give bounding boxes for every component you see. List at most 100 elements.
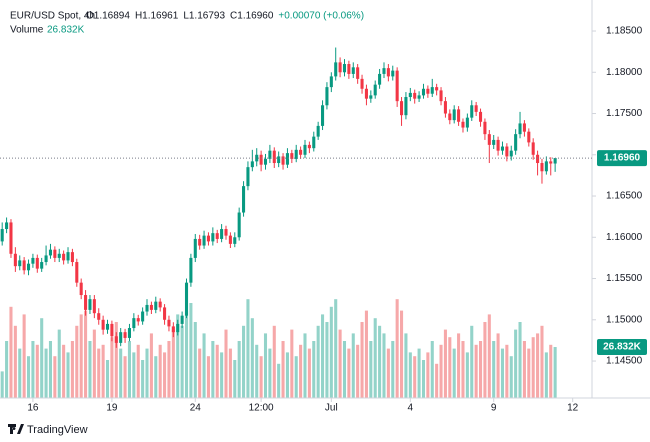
volume-bar [5,341,9,398]
volume-bar [57,329,61,398]
y-tick-label: 1.16500 [606,191,643,202]
volume-bar [509,356,513,398]
volume-value: 26.832K [47,25,85,36]
volume-bar [439,344,443,398]
candle-body [334,62,338,77]
volume-bar [193,322,197,398]
volume-bar [26,356,31,398]
candle-body [259,154,263,165]
candle-body [13,253,17,267]
candle-body [465,117,469,128]
candle-body [391,70,395,77]
candle-body [9,222,13,254]
x-tick-label: 24 [190,403,202,414]
candle-body [303,144,307,155]
volume-bar [79,314,83,398]
candle-body [158,301,162,308]
candle-body [22,260,26,271]
volume-bar [549,344,553,398]
candle-body [329,76,333,88]
candle-body [176,323,180,333]
x-tick-label: 9 [491,403,497,414]
volume-bar [505,344,509,398]
candle-body [88,299,92,310]
candle-body [246,167,250,187]
y-tick-label: 1.15000 [606,314,643,325]
header-value: +0.00070 (+0.06%) [278,11,364,22]
volume-bar [263,333,268,398]
y-tick-label: 1.18000 [606,67,643,78]
candle-body [540,163,544,172]
volume-bar [483,322,487,398]
candle-body [149,304,153,310]
y-tick-label: 1.17500 [606,108,643,119]
candle-body [184,282,189,316]
candle-body [325,87,329,106]
candle-body [48,249,53,256]
volume-bar [487,314,491,398]
volume-bar [206,356,210,398]
volume-bar [70,341,74,398]
candle-body [92,299,96,314]
candle-body [26,263,31,271]
volume-bar [9,306,13,398]
candle-body [452,109,456,121]
candle-body [255,154,259,162]
candle-body [189,257,193,283]
volume-bar [435,363,439,398]
candle-body [198,238,202,246]
volume-bar [141,360,145,398]
candle-body [145,304,149,312]
volume-bar [176,314,180,398]
volume-bar [277,363,281,398]
volume-bar [224,329,228,398]
volume-bar [316,325,320,398]
y-tick-label: 1.14500 [606,356,643,367]
candle-body [237,212,241,238]
candle-body [351,67,355,74]
volume-bar [35,344,39,398]
volume-bar [351,333,355,398]
candle-body [167,319,171,327]
volume-bar [31,341,35,398]
last-price-label: 1.16960 [604,153,641,164]
candle-body [527,131,531,143]
volume-bar [220,352,224,398]
candle-body [373,84,377,96]
candle-body [66,252,70,261]
volume-bar [149,333,153,398]
volume-bar [452,348,456,398]
volume-bar [413,356,417,398]
candle-body [347,64,351,74]
volume-bar [75,325,79,398]
candle-body [321,105,325,126]
volume-bar [400,310,404,398]
candle-body [18,260,22,267]
last-price-box [597,150,647,167]
volume-bar [553,347,557,398]
volume-bar [145,348,149,398]
volume-bar [544,352,548,398]
candle-body [417,95,421,99]
header-value: C1.16960 [230,11,274,22]
candle-body [448,113,452,121]
candle-body [75,262,79,283]
volume-bar [53,356,57,398]
volume-bar [233,360,237,398]
volume-bar [342,341,347,398]
candle-body [53,249,57,258]
volume-box [597,339,647,356]
candle-body [404,97,408,116]
volume-bar [448,337,452,398]
candle-body [470,105,474,118]
candle-body [119,332,123,343]
volume-bar [242,325,246,398]
y-tick-label: 1.18500 [606,26,643,37]
candle-body [474,105,478,112]
candle-body [40,262,44,269]
volume-bar [321,314,325,398]
volume-bar [92,329,96,398]
volume-bar [189,303,193,398]
volume-bar [540,325,544,398]
volume-bar [255,344,259,398]
